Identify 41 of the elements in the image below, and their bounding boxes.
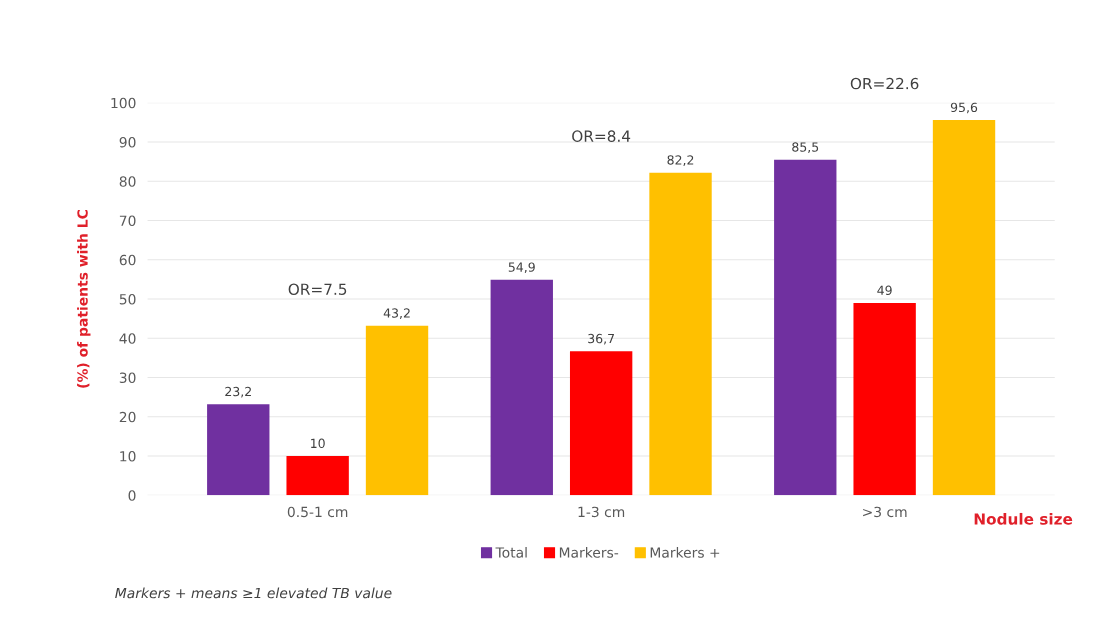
x-tick-label: 0.5-1 cm	[287, 506, 348, 518]
y-tick-label: 20	[119, 411, 136, 423]
y-axis-title: (%) of patients with LC	[77, 210, 91, 388]
y-tick-label: 60	[119, 254, 136, 266]
data-label: 85,5	[792, 142, 819, 153]
bar	[365, 325, 429, 496]
y-tick-label: 80	[119, 176, 136, 187]
legend-label: Markers-	[559, 547, 619, 558]
data-label: 23,2	[225, 386, 251, 398]
text: Markers + means ≥1 elevated TB value	[115, 587, 392, 599]
bar	[649, 172, 712, 496]
legend-label: Markers +	[650, 547, 720, 558]
bar	[774, 159, 837, 496]
data-label: 54,9	[508, 262, 535, 274]
legend-label: Total	[495, 547, 527, 558]
data-label: 82,2	[667, 155, 694, 166]
y-tick-label: 90	[119, 137, 136, 148]
data-label: 10	[311, 438, 325, 449]
x-axis-title: Nodule size	[974, 512, 1073, 525]
bar	[569, 351, 633, 496]
y-tick-label: 50	[119, 294, 136, 305]
bar	[853, 302, 916, 496]
data-label: 43,2	[383, 308, 410, 320]
data-label: 95,6	[950, 102, 978, 114]
data-label: 36,7	[588, 333, 614, 345]
y-tick-label: 0	[128, 490, 136, 501]
x-tick-label: 1-3 cm	[578, 506, 625, 518]
bar	[207, 404, 270, 496]
y-tick-label: 30	[119, 372, 136, 384]
x-tick-label: >3 cm	[863, 506, 907, 518]
data-label: 49	[877, 285, 892, 295]
y-tick-label: 100	[111, 97, 136, 109]
bar	[932, 120, 996, 496]
bar	[490, 279, 553, 496]
annotation: OR=8.4	[572, 130, 631, 142]
annotation: OR=7.5	[288, 283, 347, 295]
text: OR=22.6	[850, 77, 919, 90]
y-tick-label: 70	[119, 215, 136, 227]
bar	[286, 456, 349, 496]
y-tick-label: 40	[119, 333, 136, 344]
y-tick-label: 10	[120, 451, 136, 462]
